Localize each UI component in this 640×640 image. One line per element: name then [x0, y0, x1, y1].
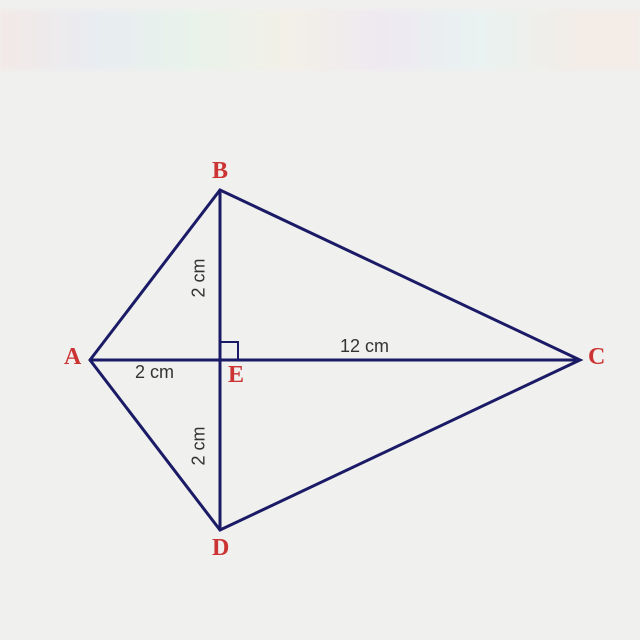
- right-angle-marker: [220, 342, 238, 360]
- vertex-label-b: B: [212, 158, 228, 185]
- edge-label-ed: 2 cm: [189, 416, 210, 466]
- vertex-label-e: E: [228, 362, 244, 389]
- vertex-label-c: C: [588, 344, 605, 371]
- vertex-label-d: D: [212, 535, 229, 562]
- edge-label-ec: 12 cm: [340, 336, 389, 357]
- edge-label-be: 2 cm: [189, 248, 210, 298]
- kite-svg: [20, 100, 620, 600]
- kite-diagram: A B C D E 2 cm 2 cm 2 cm 12 cm: [20, 100, 620, 600]
- edge-label-ae: 2 cm: [135, 362, 174, 383]
- vertex-label-a: A: [64, 344, 81, 371]
- moire-artifact-band: [0, 10, 640, 70]
